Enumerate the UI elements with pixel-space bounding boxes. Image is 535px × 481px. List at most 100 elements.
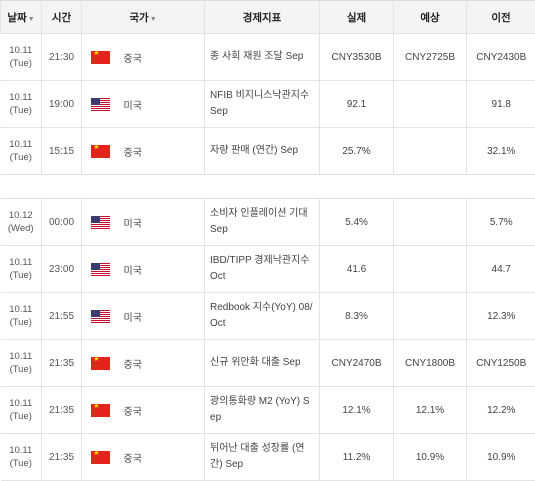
weekday-value: (Tue) bbox=[1, 57, 42, 70]
actual-cell: 11.2% bbox=[320, 434, 394, 481]
indicator-link[interactable]: IBD/TIPP 경제낙관지수 Oct bbox=[205, 246, 320, 293]
weekday-value: (Tue) bbox=[1, 151, 42, 164]
actual-cell: CNY3530B bbox=[320, 34, 394, 81]
header-date[interactable]: 날짜▼ bbox=[1, 1, 42, 34]
actual-cell: 5.4% bbox=[320, 199, 394, 246]
flag-cell: ★ bbox=[82, 128, 120, 175]
date-cell: 10.11(Tue) bbox=[1, 434, 42, 481]
header-forecast: 예상 bbox=[394, 1, 467, 34]
date-cell: 10.11(Tue) bbox=[1, 34, 42, 81]
indicator-link[interactable]: 소비자 인플레이션 기대 Sep bbox=[205, 199, 320, 246]
forecast-cell bbox=[394, 246, 467, 293]
us-flag-icon bbox=[91, 310, 110, 323]
country-cell: 중국 bbox=[120, 128, 205, 175]
us-flag-icon bbox=[91, 216, 110, 229]
date-value: 10.11 bbox=[1, 397, 42, 410]
time-cell: 21:55 bbox=[42, 293, 82, 340]
section-gap bbox=[1, 175, 535, 199]
date-cell: 10.11(Tue) bbox=[1, 81, 42, 128]
date-value: 10.11 bbox=[1, 91, 42, 104]
time-cell: 15:15 bbox=[42, 128, 82, 175]
header-actual: 실제 bbox=[320, 1, 394, 34]
country-cell: 중국 bbox=[120, 434, 205, 481]
forecast-cell bbox=[394, 293, 467, 340]
sort-down-icon: ▼ bbox=[28, 16, 35, 23]
flag-cell bbox=[82, 81, 120, 128]
date-cell: 10.11(Tue) bbox=[1, 293, 42, 340]
time-cell: 19:00 bbox=[42, 81, 82, 128]
indicator-link[interactable]: 자량 판매 (연간) Sep bbox=[205, 128, 320, 175]
us-flag-icon bbox=[91, 98, 110, 111]
forecast-cell: 12.1% bbox=[394, 387, 467, 434]
sort-down-icon: ▼ bbox=[150, 16, 157, 23]
cn-flag-icon: ★ bbox=[91, 404, 110, 417]
flag-cell: ★ bbox=[82, 34, 120, 81]
date-value: 10.11 bbox=[1, 138, 42, 151]
cn-flag-icon: ★ bbox=[91, 357, 110, 370]
header-country[interactable]: 국가▼ bbox=[82, 1, 205, 34]
time-cell: 00:00 bbox=[42, 199, 82, 246]
flag-cell bbox=[82, 293, 120, 340]
weekday-value: (Tue) bbox=[1, 457, 42, 470]
country-cell: 미국 bbox=[120, 246, 205, 293]
actual-cell: CNY2470B bbox=[320, 340, 394, 387]
country-cell: 중국 bbox=[120, 340, 205, 387]
country-cell: 중국 bbox=[120, 34, 205, 81]
previous-cell: 10.9% bbox=[467, 434, 535, 481]
section-gap-cell bbox=[1, 175, 535, 199]
indicator-link[interactable]: NFIB 비지니스낙관지수 Sep bbox=[205, 81, 320, 128]
header-previous: 이전 bbox=[467, 1, 535, 34]
date-value: 10.11 bbox=[1, 350, 42, 363]
time-cell: 21:30 bbox=[42, 34, 82, 81]
date-cell: 10.12(Wed) bbox=[1, 199, 42, 246]
indicator-link[interactable]: 뒤어난 대출 성장률 (연간) Sep bbox=[205, 434, 320, 481]
indicator-link[interactable]: 종 사회 재원 조달 Sep bbox=[205, 34, 320, 81]
date-cell: 10.11(Tue) bbox=[1, 387, 42, 434]
previous-cell: CNY1250B bbox=[467, 340, 535, 387]
us-flag-icon bbox=[91, 263, 110, 276]
indicator-link[interactable]: 광의통화량 M2 (YoY) Sep bbox=[205, 387, 320, 434]
actual-cell: 92.1 bbox=[320, 81, 394, 128]
header-time: 시간 bbox=[42, 1, 82, 34]
indicator-link[interactable]: Redbook 지수(YoY) 08/Oct bbox=[205, 293, 320, 340]
forecast-cell bbox=[394, 128, 467, 175]
flag-cell: ★ bbox=[82, 340, 120, 387]
cn-flag-icon: ★ bbox=[91, 451, 110, 464]
weekday-value: (Wed) bbox=[1, 222, 42, 235]
flag-cell bbox=[82, 199, 120, 246]
date-cell: 10.11(Tue) bbox=[1, 340, 42, 387]
date-value: 10.11 bbox=[1, 303, 42, 316]
country-cell: 미국 bbox=[120, 293, 205, 340]
forecast-cell: CNY1800B bbox=[394, 340, 467, 387]
actual-cell: 8.3% bbox=[320, 293, 394, 340]
time-cell: 21:35 bbox=[42, 387, 82, 434]
previous-cell: CNY2430B bbox=[467, 34, 535, 81]
flag-cell: ★ bbox=[82, 387, 120, 434]
country-cell: 미국 bbox=[120, 81, 205, 128]
date-cell: 10.11(Tue) bbox=[1, 246, 42, 293]
time-cell: 23:00 bbox=[42, 246, 82, 293]
time-cell: 21:35 bbox=[42, 434, 82, 481]
cn-flag-icon: ★ bbox=[91, 51, 110, 64]
cn-flag-icon: ★ bbox=[91, 145, 110, 158]
header-indicator: 경제지표 bbox=[205, 1, 320, 34]
previous-cell: 12.3% bbox=[467, 293, 535, 340]
previous-cell: 12.2% bbox=[467, 387, 535, 434]
indicator-link[interactable]: 신규 위안화 대출 Sep bbox=[205, 340, 320, 387]
forecast-cell bbox=[394, 199, 467, 246]
previous-cell: 32.1% bbox=[467, 128, 535, 175]
date-value: 10.11 bbox=[1, 256, 42, 269]
weekday-value: (Tue) bbox=[1, 104, 42, 117]
country-cell: 중국 bbox=[120, 387, 205, 434]
weekday-value: (Tue) bbox=[1, 410, 42, 423]
